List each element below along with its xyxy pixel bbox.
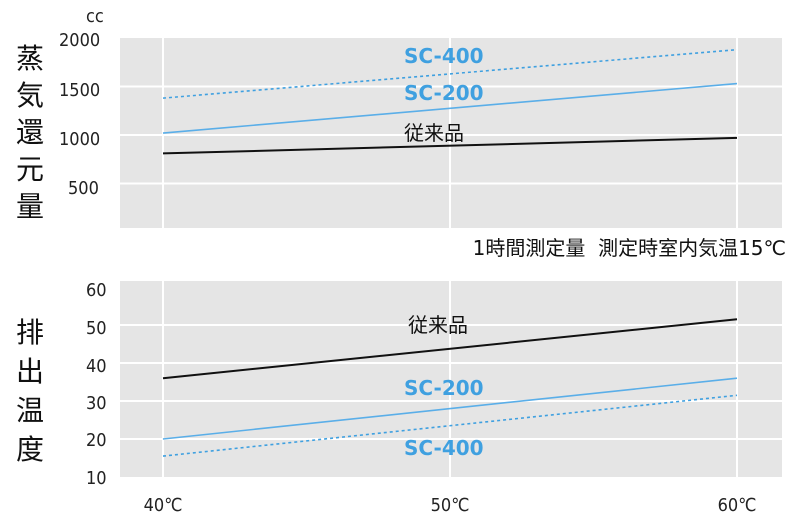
y-title-char: 出: [16, 355, 44, 388]
top-y-axis-title: 蒸気還元量: [16, 42, 44, 223]
bottom-y-tick: 20: [86, 430, 107, 451]
top-y-unit: cc: [86, 6, 104, 27]
top-y-tick: 2000: [59, 30, 100, 51]
top-y-tick: 1500: [59, 80, 100, 101]
bottom-y-tick: 30: [86, 393, 107, 414]
bottom-series-labels: 従来品 SC-200 SC-400: [404, 313, 484, 460]
x-tick-40: 40℃: [144, 495, 183, 516]
y-title-char: 還: [16, 116, 44, 149]
y-title-char: 元: [16, 153, 44, 186]
bottom-label-sc200: SC-200: [404, 376, 484, 400]
bottom-y-tick: 40: [86, 356, 107, 377]
y-title-char: 気: [16, 79, 44, 112]
bottom-y-tick: 60: [86, 280, 107, 301]
top-label-sc200: SC-200: [404, 81, 484, 105]
y-title-char: 排: [16, 316, 44, 349]
measurement-note: 1時間測定量 測定時室内気温15℃: [473, 236, 786, 260]
y-title-char: 度: [16, 433, 44, 466]
bottom-y-tick: 10: [86, 468, 107, 489]
bottom-y-tick: 50: [86, 318, 107, 339]
bottom-series-lines: [162, 318, 738, 457]
x-tick-50: 50℃: [431, 495, 470, 516]
top-chart: 蒸気還元量 cc 2000 1500 1000 500 SC-400 SC-20…: [16, 6, 786, 260]
bottom-label-conventional: 従来品: [408, 313, 468, 337]
series-line: [162, 82, 738, 134]
bottom-y-axis-title: 排出温度: [16, 316, 44, 466]
svg-text:排出温度: 排出温度: [16, 316, 44, 466]
y-title-char: 温: [16, 394, 44, 427]
top-label-sc400: SC-400: [404, 44, 484, 68]
top-y-ticks: 2000 1500 1000 500: [59, 30, 100, 199]
bottom-x-ticks: 40℃ 50℃ 60℃: [144, 495, 757, 516]
series-line: [162, 48, 738, 99]
series-line: [162, 318, 738, 380]
bottom-y-ticks: 60 50 40 30 20 10: [86, 280, 107, 489]
top-label-conventional: 従来品: [404, 121, 464, 145]
top-series-labels: SC-400 SC-200 従来品: [404, 44, 484, 145]
series-line: [162, 136, 738, 155]
series-line: [162, 394, 738, 457]
top-series-lines: [162, 48, 738, 155]
top-y-tick: 500: [68, 178, 99, 199]
y-title-char: 蒸: [16, 42, 44, 75]
top-grid: [120, 38, 782, 228]
bottom-label-sc400: SC-400: [404, 436, 484, 460]
svg-text:蒸気還元量: 蒸気還元量: [16, 42, 44, 223]
top-y-tick: 1000: [59, 129, 100, 150]
bottom-chart: 排出温度 60 50 40 30 20 10 40℃ 50℃ 60℃ 従来品 S…: [16, 280, 782, 516]
y-title-char: 量: [16, 190, 44, 223]
series-line: [162, 377, 738, 440]
x-tick-60: 60℃: [718, 495, 757, 516]
